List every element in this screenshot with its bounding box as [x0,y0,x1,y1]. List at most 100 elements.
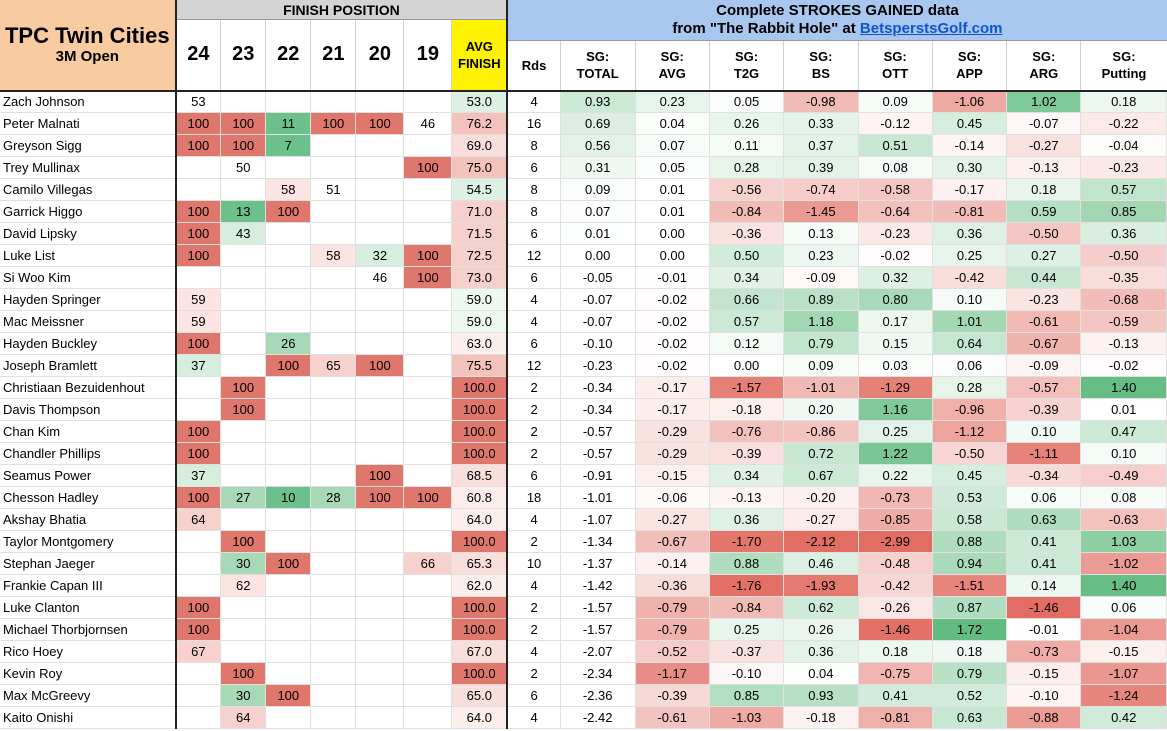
sg-arg: -1.46 [1006,596,1082,619]
sg-t2g: 0.12 [709,332,785,355]
sg-arg: 0.18 [1006,178,1082,201]
sg-arg: -1.11 [1006,442,1082,465]
sg-app: 0.94 [932,552,1008,575]
finish-24 [175,156,222,179]
sg-arg: 0.44 [1006,266,1082,289]
finish-21 [310,662,357,685]
finish-19 [403,90,453,113]
table-row: Trey Mullinax 50 100 75.0 6 0.31 0.05 0.28 0.39 0… [0,156,1167,179]
year-header-21: 21 [310,19,357,92]
rounds: 8 [507,178,561,201]
sg-header-label: ARG [1029,66,1059,82]
player-name: Kaito Onishi [0,706,177,729]
avg-finish: 54.5 [451,178,509,201]
finish-22 [265,618,312,641]
sg-ott: -0.58 [858,178,933,201]
sg-t2g: -1.57 [709,376,785,399]
sg-banner-line2: from "The Rabbit Hole" at BetsperstsGolf… [508,20,1166,38]
sg-header-bs: SG: BS [783,40,859,92]
sg-avg: -0.29 [635,420,710,443]
sg-putting: -0.59 [1080,310,1167,333]
sg-app: -0.50 [932,442,1008,465]
finish-20 [355,420,405,443]
finish-23 [220,596,267,619]
player-name: Seamus Power [0,464,177,487]
finish-23 [220,332,267,355]
finish-24: 59 [175,288,222,311]
sg-t2g: -0.13 [709,486,785,509]
sg-t2g: 0.57 [709,310,785,333]
sg-arg: -0.73 [1006,640,1082,663]
sg-t2g: -0.37 [709,640,785,663]
avg-finish-header: AVG FINISH [451,19,509,92]
avg-finish: 62.0 [451,574,509,597]
avg-finish: 65.0 [451,684,509,707]
sg-t2g: -0.84 [709,596,785,619]
finish-22 [265,442,312,465]
avg-header-line2: FINISH [458,55,501,71]
sg-total: 0.00 [560,244,636,267]
finish-23 [220,508,267,531]
sg-arg: 0.41 [1006,552,1082,575]
betsperts-link[interactable]: BetsperstsGolf.com [859,20,1003,37]
table-row: Akshay Bhatia 64 64.0 4 -1.07 -0.27 0.36 -0.27-… [0,508,1167,531]
finish-23 [220,464,267,487]
finish-21 [310,574,357,597]
finish-22: 100 [265,684,312,707]
sg-arg: -0.57 [1006,376,1082,399]
player-name: Chandler Phillips [0,442,177,465]
finish-19 [403,200,453,223]
finish-21 [310,552,357,575]
sg-header-prefix: SG: [957,49,982,65]
table-row: Frankie Capan III 62 62.0 4 -1.42 -0.36 -1.76-… [0,574,1167,597]
sg-t2g: 0.88 [709,552,785,575]
sg-arg: -0.10 [1006,684,1082,707]
sg-bs: 0.93 [783,684,859,707]
finish-22: 26 [265,332,312,355]
finish-23 [220,354,267,377]
sg-bs: -0.18 [783,706,859,729]
sg-avg: -1.17 [635,662,710,685]
finish-22: 100 [265,354,312,377]
finish-19 [403,508,453,531]
sg-bs: -2.12 [783,530,859,553]
sg-bs: 0.36 [783,640,859,663]
player-name: Frankie Capan III [0,574,177,597]
table-row: Max McGreevy 30 100 65.0 6 -2.36 -0.39 0.85 0.93… [0,684,1167,707]
sg-putting: -0.68 [1080,288,1167,311]
sg-putting: 0.08 [1080,486,1167,509]
sg-t2g: 0.25 [709,618,785,641]
sg-app: -0.96 [932,398,1008,421]
table-row: Hayden Springer 59 59.0 4 -0.07 -0.02 0.66 0.89… [0,288,1167,311]
sg-ott: -0.73 [858,486,933,509]
finish-21 [310,508,357,531]
sg-t2g: 0.11 [709,134,785,157]
player-name: Joseph Bramlett [0,354,177,377]
sg-header-ott: SG: OTT [858,40,933,92]
finish-22 [265,90,312,113]
finish-23: 50 [220,156,267,179]
finish-20 [355,90,405,113]
sg-putting: 1.40 [1080,574,1167,597]
finish-22 [265,706,312,729]
finish-20 [355,706,405,729]
sg-ott: -0.12 [858,112,933,135]
sg-arg: -0.23 [1006,288,1082,311]
sg-total: -0.57 [560,420,636,443]
sg-t2g: 0.05 [709,90,785,113]
sg-bs: 0.09 [783,354,859,377]
sg-header-label: T2G [733,66,760,82]
sg-ott: 0.08 [858,156,933,179]
sg-total: -2.42 [560,706,636,729]
sg-t2g: 0.28 [709,156,785,179]
finish-22: 58 [265,178,312,201]
sg-t2g: -1.70 [709,530,785,553]
avg-finish: 71.5 [451,222,509,245]
finish-22 [265,156,312,179]
sg-header-label: TOTAL [576,66,619,82]
finish-23: 64 [220,706,267,729]
finish-19 [403,134,453,157]
finish-23 [220,178,267,201]
avg-finish: 59.0 [451,310,509,333]
finish-24: 100 [175,486,222,509]
